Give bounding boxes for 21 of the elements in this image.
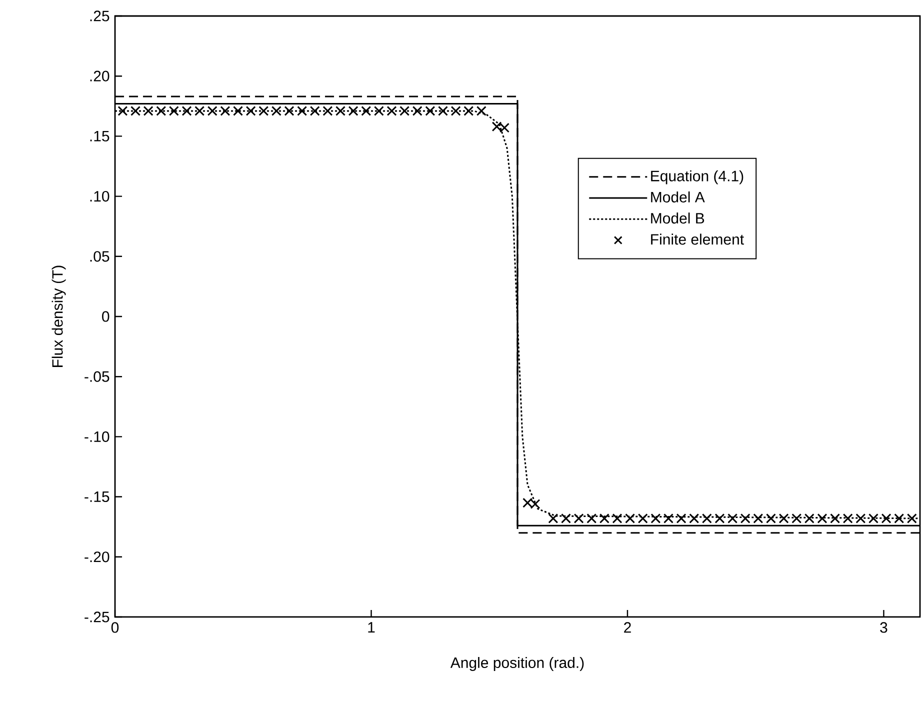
y-tick-label: -.10 <box>84 431 110 442</box>
legend-label: Model B <box>651 212 704 224</box>
y-tick-label: .10 <box>90 190 110 202</box>
y-tick-label: -.05 <box>84 371 110 382</box>
x-tick-label: 2 <box>624 622 631 633</box>
y-axis-title: Flux density (T) <box>52 266 66 367</box>
y-tick-label: 0 <box>102 311 110 322</box>
x-axis-title: Angle position (rad.) <box>450 657 584 671</box>
y-tick-label: .25 <box>90 10 110 22</box>
x-tick-label: 0 <box>111 622 119 633</box>
legend-label: Finite element <box>651 234 744 245</box>
x-tick-label: 3 <box>880 622 888 633</box>
y-tick-label: -.25 <box>84 612 110 622</box>
legend-label: Model A <box>651 191 705 202</box>
x-tick-label: 1 <box>368 622 375 633</box>
y-tick-label: .15 <box>90 130 110 142</box>
legend-label: Equation (4.1) <box>651 170 744 184</box>
y-tick-label: -.15 <box>84 492 110 502</box>
y-tick-label: .05 <box>90 251 110 262</box>
y-tick-label: .20 <box>90 70 110 82</box>
y-tick-label: -.20 <box>84 552 110 562</box>
